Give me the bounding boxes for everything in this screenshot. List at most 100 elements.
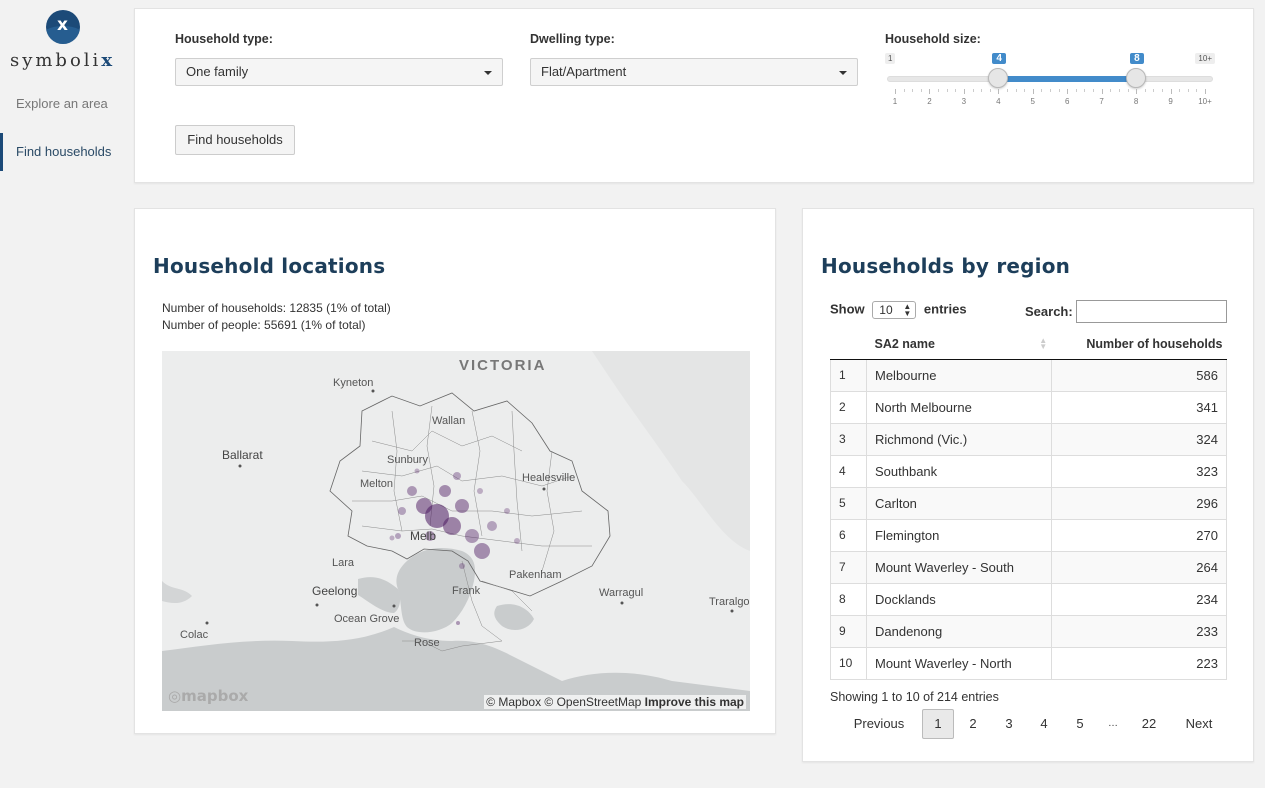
sa2-name-cell: Docklands — [866, 582, 1052, 616]
household-type-label: Household type: — [175, 32, 273, 46]
slider-minor-tick — [938, 89, 940, 92]
map-label-sunbury: Sunbury — [387, 454, 428, 466]
slider-tick-label: 3 — [961, 97, 967, 106]
sa2-name-cell: Richmond (Vic.) — [866, 422, 1052, 456]
slider-tick — [1205, 89, 1206, 94]
household-count-cell: 234 — [1050, 582, 1228, 616]
table-row[interactable]: 9 Dandenong 233 — [830, 614, 1228, 648]
household-type-value: One family — [186, 64, 249, 79]
improve-map-link[interactable]: Improve this map — [644, 695, 744, 709]
filters-panel: Household type: One family Dwelling type… — [134, 8, 1254, 183]
table-panel-title: Households by region — [821, 254, 1071, 278]
map-label-geelong: Geelong — [312, 584, 358, 598]
slider-minor-tick — [1187, 89, 1189, 92]
household-map[interactable]: VICTORIA Kyneton Ballarat Wallan Sunbury… — [162, 351, 750, 711]
slider-minor-tick — [1006, 89, 1008, 92]
attribution-text[interactable]: © Mapbox © OpenStreetMap — [486, 695, 642, 709]
slider-minor-tick — [1050, 89, 1051, 92]
pagination-page-5[interactable]: 5 — [1076, 716, 1084, 731]
row-index: 8 — [830, 582, 867, 616]
pagination-page-3[interactable]: 3 — [1005, 716, 1013, 731]
symbolix-logo[interactable]: x symbolix — [0, 10, 125, 71]
find-households-button[interactable]: Find households — [175, 125, 295, 155]
sa2-name-cell: North Melbourne — [866, 390, 1052, 424]
slider-minor-tick — [1127, 89, 1129, 92]
map-label-colac: Colac — [180, 629, 209, 641]
table-header-row: SA2 name ▲ ▼ Number of households — [830, 329, 1227, 360]
column-header-number-of-households[interactable]: Number of households — [1051, 329, 1227, 360]
show-label: Show — [830, 301, 865, 317]
slider-tick — [929, 89, 931, 94]
slider-minor-tick — [920, 89, 922, 92]
page-length-select[interactable]: 10 ▲ ▼ — [872, 301, 917, 319]
map-panel-title: Household locations — [153, 254, 386, 278]
slider-minor-tick — [903, 89, 905, 92]
table-row[interactable]: 8 Docklands 234 — [830, 582, 1228, 616]
slider-handle-to[interactable] — [1126, 68, 1147, 88]
row-index: 4 — [830, 454, 867, 488]
row-index: 10 — [830, 646, 867, 680]
pagination-previous[interactable]: Previous — [853, 716, 905, 731]
sa2-name-cell: Mount Waverley - North — [866, 646, 1052, 680]
slider-minor-tick — [1084, 89, 1086, 92]
entries-label: entries — [923, 301, 967, 317]
household-count-cell: 296 — [1050, 486, 1228, 520]
slider-minor-tick — [1041, 89, 1043, 92]
household-count-cell: 223 — [1050, 646, 1228, 680]
row-index: 2 — [830, 390, 867, 424]
pagination-next[interactable]: Next — [1185, 716, 1213, 731]
table-row[interactable]: 1 Melbourne 586 — [830, 358, 1228, 392]
table-row[interactable]: 7 Mount Waverley - South 264 — [830, 550, 1228, 584]
household-count-cell: 324 — [1050, 422, 1228, 456]
household-type-select[interactable]: One family — [175, 58, 503, 86]
slider-max-label: 10+ — [1195, 53, 1215, 64]
slider-minor-tick — [912, 89, 914, 92]
map-label-pakenham: Pakenham — [509, 569, 562, 581]
table-row[interactable]: 5 Carlton 296 — [830, 486, 1228, 520]
sa2-name-cell: Melbourne — [866, 358, 1052, 392]
column-header-sa2-name[interactable]: SA2 name ▲ ▼ — [866, 329, 1052, 360]
pagination-page-1[interactable]: 1 — [922, 709, 954, 739]
pagination-page-4[interactable]: 4 — [1040, 716, 1048, 731]
slider-handle-from[interactable] — [988, 68, 1009, 88]
sa2-name-cell: Flemington — [866, 518, 1052, 552]
sidebar-item-find-households[interactable]: Find households — [0, 133, 125, 171]
table-row[interactable]: 3 Richmond (Vic.) 324 — [830, 422, 1228, 456]
map-label-frankston: Frank — [452, 585, 481, 597]
household-size-slider[interactable]: 1 10+ 4 8 1 2 3 4 5 6 7 8 9 10+ — [885, 53, 1215, 117]
map-label-victoria: VICTORIA — [459, 357, 547, 374]
slider-tick-label: 4 — [996, 97, 1001, 106]
dwelling-type-select[interactable]: Flat/Apartment — [530, 58, 858, 86]
slider-from-label: 4 — [992, 53, 1006, 64]
dwelling-type-label: Dwelling type: — [530, 32, 615, 46]
people-stat: Number of people: 55691 (1% of total) — [162, 318, 366, 332]
slider-minor-tick — [1110, 89, 1112, 92]
slider-tick — [895, 89, 896, 94]
map-label-ocean-grove: Ocean Grove — [334, 613, 400, 625]
search-label: Search: — [1025, 304, 1073, 319]
search-input[interactable] — [1076, 300, 1227, 323]
slider-tick — [998, 89, 1000, 94]
mapbox-logo[interactable]: ◎mapbox — [168, 687, 249, 705]
row-index: 5 — [830, 486, 867, 520]
table-row[interactable]: 2 North Melbourne 341 — [830, 390, 1228, 424]
spinner-arrows-icon: ▲ ▼ — [903, 302, 912, 318]
table-row[interactable]: 4 Southbank 323 — [830, 454, 1228, 488]
household-count-cell: 341 — [1050, 390, 1228, 424]
sidebar-item-explore-area[interactable]: Explore an area — [16, 96, 108, 111]
pagination-page-2[interactable]: 2 — [969, 716, 977, 731]
households-by-region-panel: Households by region Show 10 ▲ ▼ entries S… — [802, 208, 1254, 762]
slider-tick — [1032, 89, 1034, 94]
slider-min-label: 1 — [885, 53, 896, 64]
sidebar: x symbolix Explore an area Find househol… — [0, 0, 125, 788]
household-locations-panel: Household locations Number of households… — [134, 208, 776, 734]
pagination-page-22[interactable]: 22 — [1141, 716, 1157, 731]
table-row[interactable]: 10 Mount Waverley - North 223 — [830, 646, 1228, 680]
slider-minor-tick — [981, 89, 983, 92]
slider-minor-tick — [1075, 89, 1077, 92]
household-count-cell: 270 — [1050, 518, 1228, 552]
slider-tick — [1170, 89, 1172, 94]
slider-minor-tick — [1058, 89, 1060, 92]
map-label-melbourne: Melb — [410, 529, 437, 543]
table-row[interactable]: 6 Flemington 270 — [830, 518, 1228, 552]
